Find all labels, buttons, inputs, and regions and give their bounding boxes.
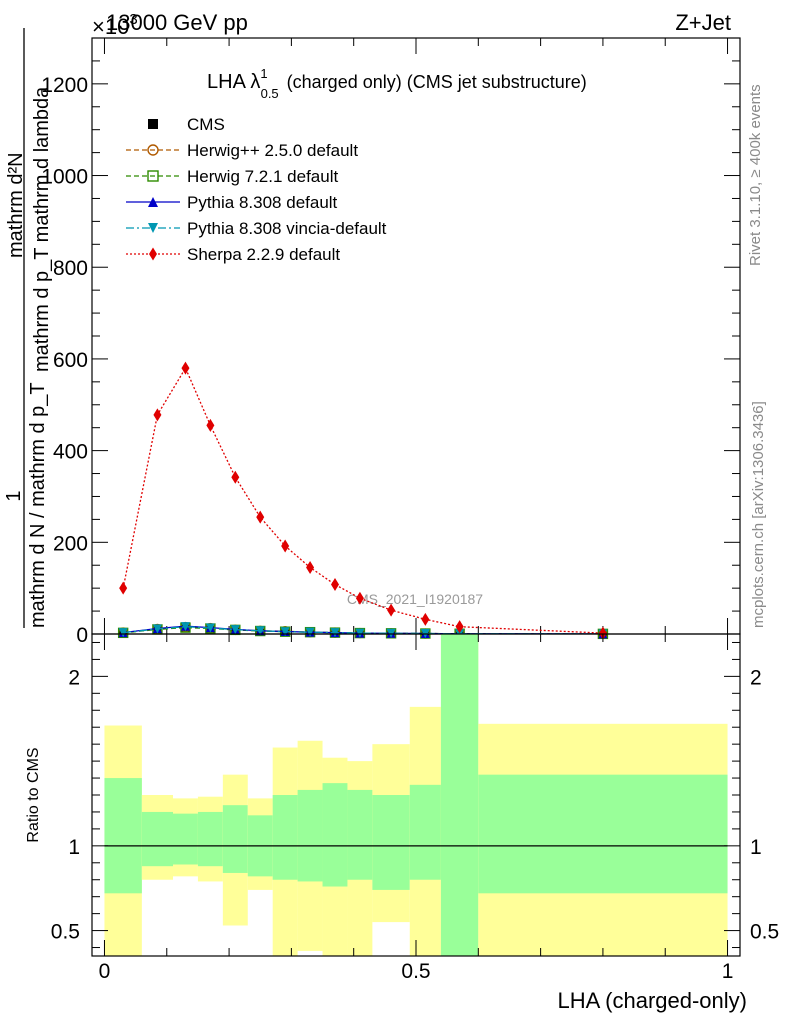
ratio-ytick-labels-right: 0.5 1 2 — [750, 666, 779, 943]
pythia-marker — [148, 197, 158, 207]
ratio-plot-ticks — [92, 634, 740, 956]
ratio-ytick-label: 0.5 — [51, 921, 80, 944]
plot-title: LHA λ1 0.5(charged only) (CMS jet substru… — [207, 66, 587, 101]
legend-label: Sherpa 2.2.9 default — [187, 245, 340, 264]
vincia-marker — [330, 628, 340, 638]
main-ytick-label: 800 — [53, 257, 88, 280]
vincia-marker — [305, 627, 315, 637]
ratio-ytick-label-right: 2 — [750, 666, 762, 689]
main-ytick-label: 200 — [53, 532, 88, 555]
ratio-inner-band — [222, 805, 248, 873]
main-ytick-labels: 0 200 400 600 800 1000 1200 — [41, 74, 88, 647]
watermark: CMS_2021_I1920187 — [347, 591, 483, 607]
ylabel-one: 1 — [3, 490, 25, 501]
legend-label: Pythia 8.308 vincia-default — [187, 219, 387, 238]
ratio-inner-band — [478, 774, 728, 894]
series-sherpa — [119, 361, 607, 640]
ratio-inner-band — [141, 811, 173, 867]
ratio-inner-band — [347, 789, 373, 880]
legend-label: Pythia 8.308 default — [187, 193, 338, 212]
ratio-inner-band — [440, 634, 479, 956]
sherpa-marker — [206, 418, 215, 432]
legend-label: Herwig++ 2.5.0 default — [187, 141, 358, 160]
sherpa-marker — [598, 626, 607, 640]
header-beam-energy: 13000 GeV pp — [106, 10, 248, 35]
series-vincia — [118, 622, 608, 639]
vincia-marker — [386, 628, 396, 638]
vincia-marker — [280, 627, 290, 637]
ratio-ytick-labels: 0.5 1 2 — [51, 666, 80, 943]
legend-entry-herwig7: Herwig 7.2.1 default — [126, 167, 338, 186]
legend-label: Herwig 7.2.1 default — [187, 167, 338, 186]
header-multiplier: ×103 — [92, 11, 138, 39]
sherpa-marker — [331, 577, 339, 591]
ylabel-numerator-top: mathrm d²N — [5, 152, 27, 258]
rivet-label: Rivet 3.1.10, ≥ 400k events — [747, 84, 764, 266]
sherpa-marker — [181, 361, 190, 375]
legend-label: CMS — [187, 115, 225, 134]
sherpa-marker — [306, 561, 315, 575]
sherpa-marker — [355, 591, 364, 605]
vincia-marker — [230, 625, 240, 635]
sherpa-marker — [421, 612, 430, 626]
sherpa-marker — [387, 603, 396, 617]
sherpa-marker — [153, 408, 162, 422]
main-ytick-label: 0 — [76, 624, 88, 647]
legend-entry-pythia: Pythia 8.308 default — [126, 193, 338, 212]
mcplots-label: mcplots.cern.ch [arXiv:1306.3436] — [750, 401, 767, 628]
ratio-ytick-label-right: 1 — [750, 836, 762, 859]
ylabel-denominator: mathrm d N / mathrm d p_T — [27, 382, 49, 628]
sherpa-marker — [119, 581, 128, 595]
main-ytick-label: 600 — [53, 349, 88, 372]
sherpa-marker — [281, 539, 290, 553]
vincia-marker — [152, 624, 162, 634]
legend-entry-herwigpp: Herwig++ 2.5.0 default — [126, 141, 358, 160]
main-series-group — [117, 361, 609, 640]
herwig7-marker — [147, 170, 159, 182]
ratio-ylabel: Ratio to CMS — [25, 747, 42, 842]
legend: CMS Herwig++ 2.5.0 default Herwig 7.2.1 de… — [126, 115, 387, 264]
vincia-line — [123, 626, 603, 635]
ylabel-numerator-bottom: mathrm d p_T mathrm d lambda — [31, 86, 53, 372]
main-ylabel: mathrm d²N mathrm d p_T mathrm d lambda … — [3, 28, 53, 628]
legend-entry-sherpa: Sherpa 2.2.9 default — [126, 245, 340, 264]
ratio-ytick-label: 2 — [68, 666, 80, 689]
ratio-bands — [104, 634, 728, 956]
legend-entry-cms: CMS — [148, 115, 225, 134]
x-axis-label: LHA (charged-only) — [557, 988, 747, 1013]
main-ytick-label: 1000 — [41, 166, 88, 189]
ratio-ytick-label: 1 — [68, 836, 80, 859]
vincia-marker — [118, 628, 128, 638]
ratio-inner-band — [297, 789, 323, 882]
sherpa-marker — [256, 510, 265, 524]
xtick-label: 1 — [722, 960, 734, 983]
ratio-inner-band — [104, 778, 142, 894]
sherpa-line — [122, 366, 603, 634]
vincia-marker — [180, 622, 190, 632]
xtick-label: 0 — [99, 960, 111, 983]
sherpa-marker — [455, 620, 464, 634]
ratio-inner-band — [409, 784, 441, 880]
vincia-marker — [205, 623, 215, 633]
xtick-label: 0.5 — [401, 960, 430, 983]
vincia-marker — [255, 626, 265, 636]
herwigpp-marker — [147, 144, 159, 156]
ratio-inner-band — [372, 795, 410, 890]
ratio-inner-band — [197, 811, 223, 867]
header-process: Z+Jet — [675, 10, 731, 35]
xtick-labels: 0 0.5 1 — [99, 960, 734, 983]
ratio-inner-band — [322, 783, 348, 887]
ratio-ytick-label-right: 0.5 — [750, 921, 779, 944]
main-ytick-label: 1200 — [41, 74, 88, 97]
vincia-marker — [148, 223, 158, 233]
main-ytick-label: 400 — [53, 441, 88, 464]
sherpa-marker — [231, 470, 240, 484]
sherpa-marker — [149, 247, 157, 261]
cms-marker — [148, 119, 158, 129]
legend-entry-vincia: Pythia 8.308 vincia-default — [126, 219, 387, 238]
vincia-marker — [355, 628, 365, 638]
ratio-inner-band — [173, 813, 198, 865]
ratio-inner-band — [272, 795, 298, 880]
